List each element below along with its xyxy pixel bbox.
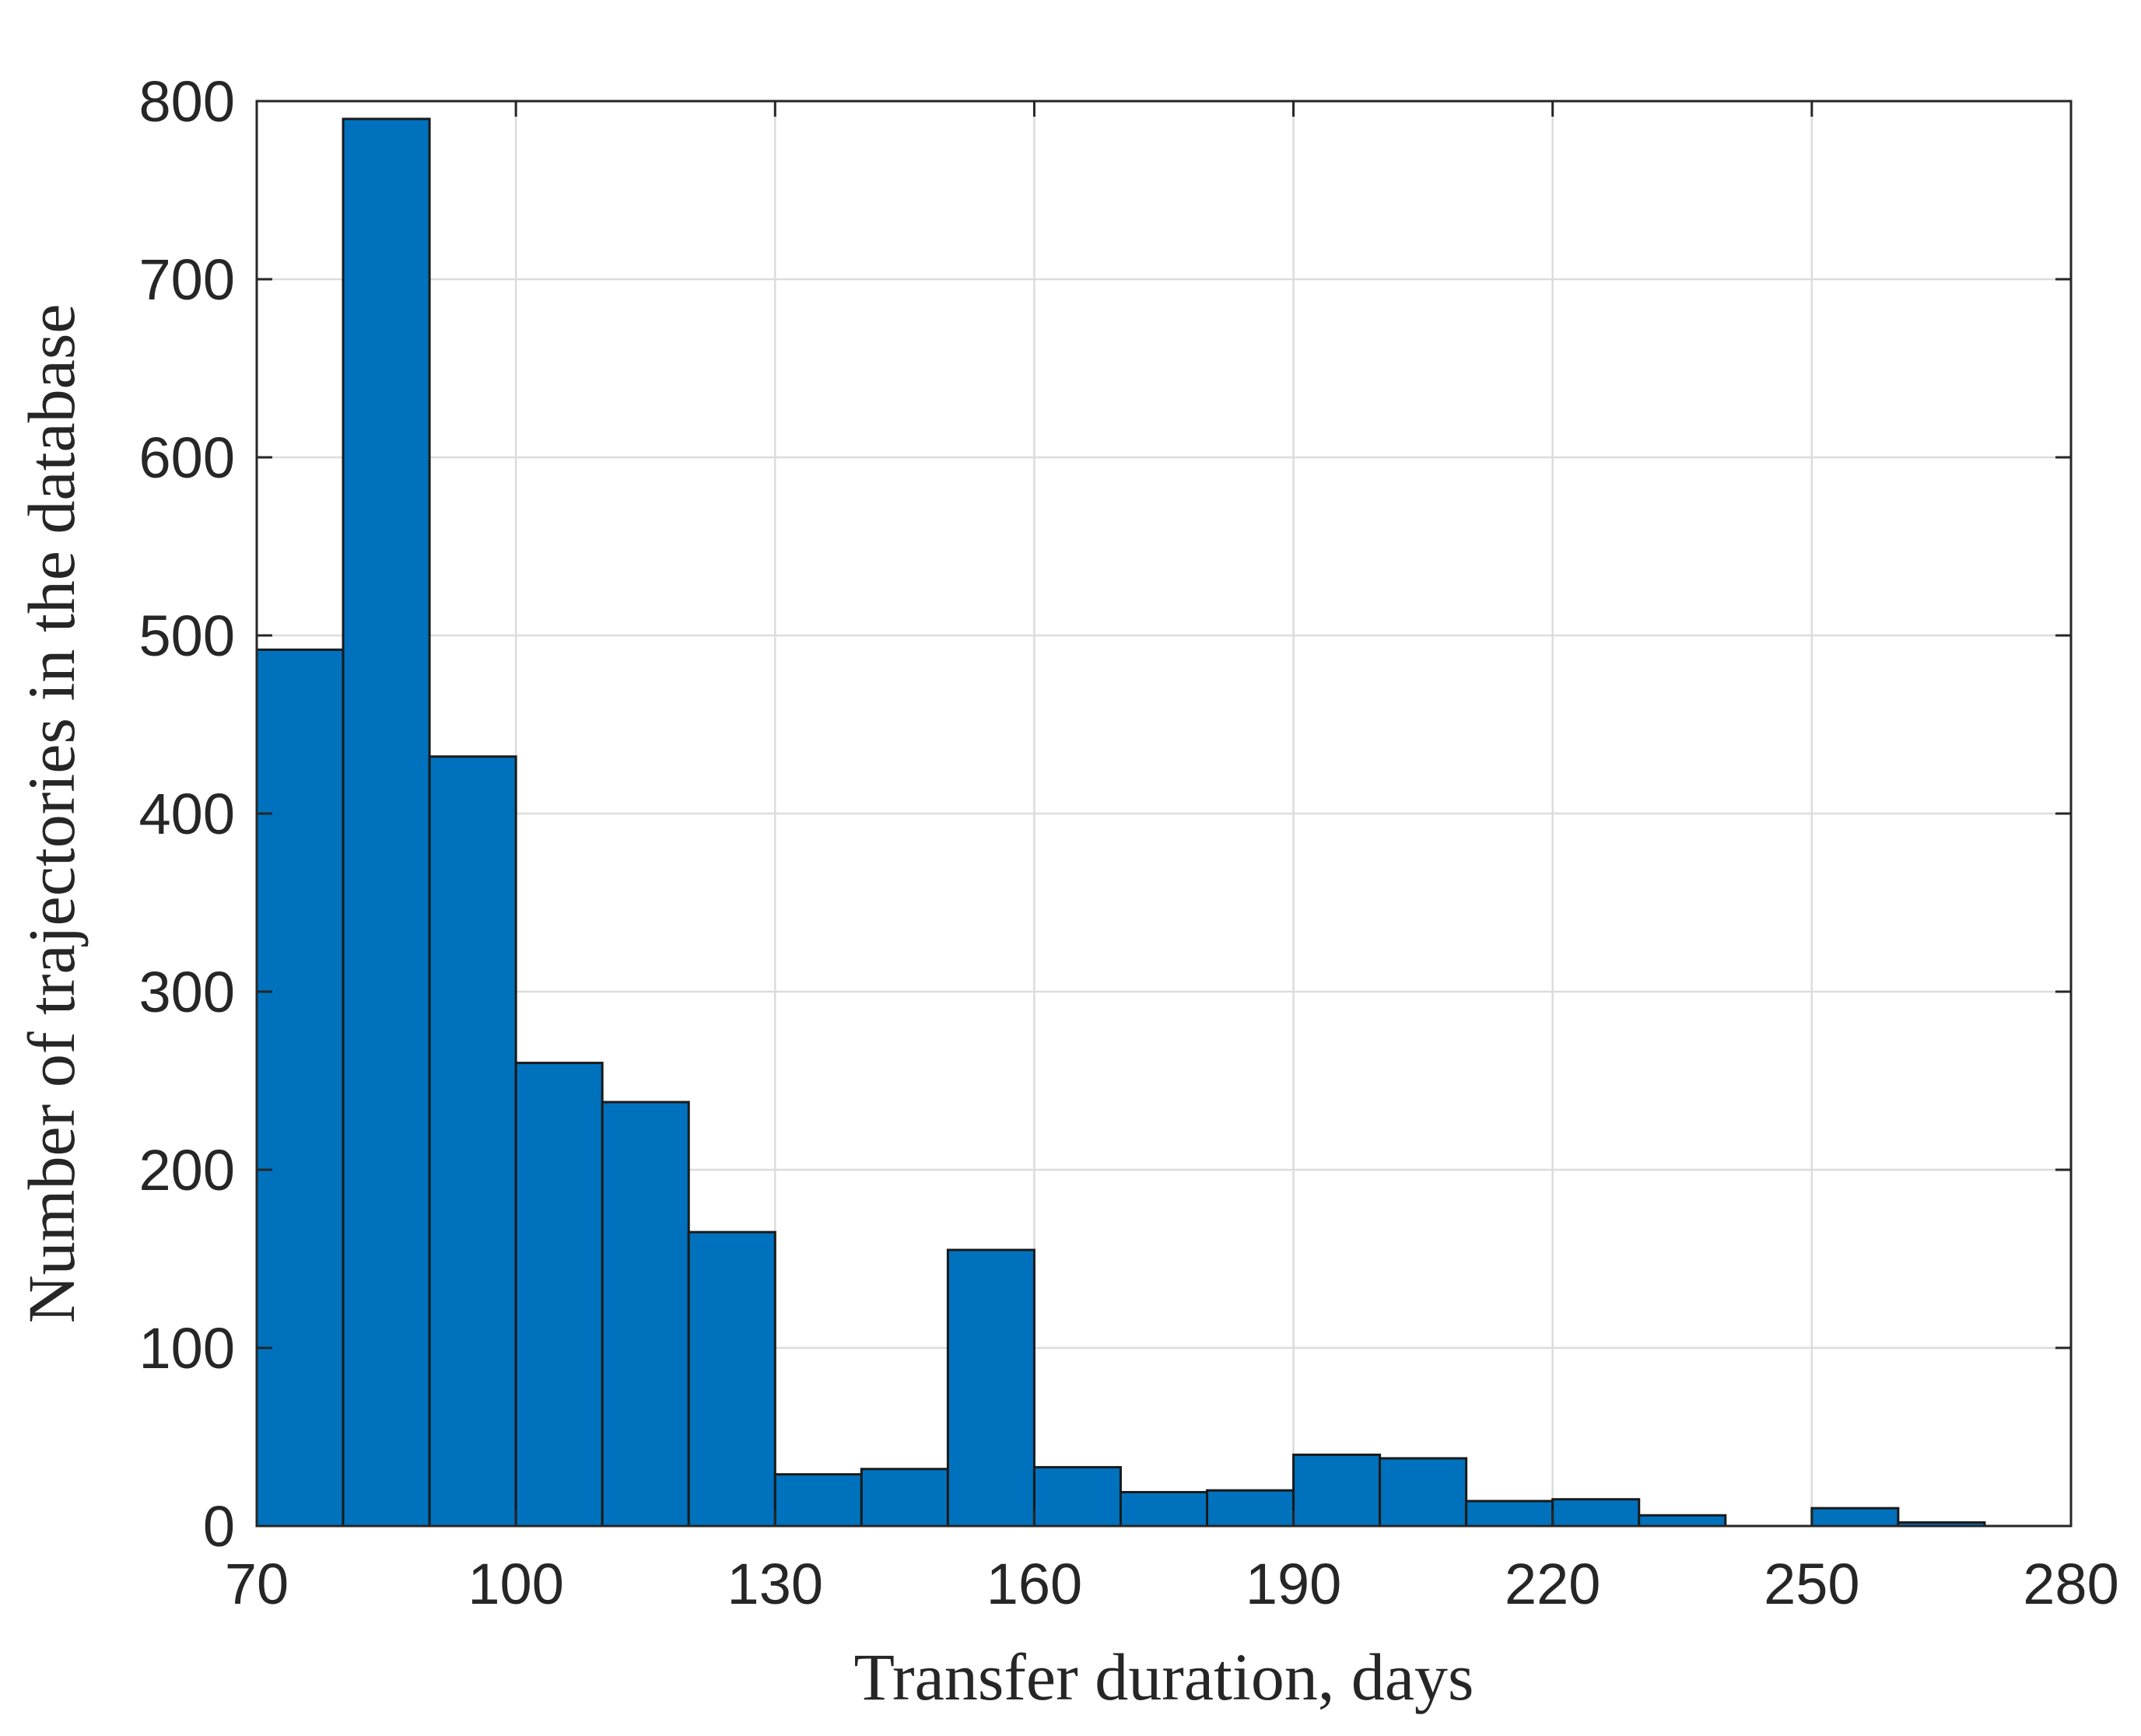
- histogram-bar: [1465, 1500, 1554, 1528]
- x-tick-label: 130: [727, 1552, 823, 1616]
- ticks-layer: [255, 100, 2073, 1528]
- x-tick-label: 250: [1764, 1552, 1859, 1616]
- bars-layer: [255, 117, 1986, 1528]
- y-tick-labels: 0 100 200 300 400 500 600 700 800: [139, 69, 235, 1559]
- x-tick-label: 280: [2023, 1552, 2118, 1616]
- histogram-bar: [514, 1062, 604, 1528]
- histogram-bar: [428, 755, 517, 1528]
- y-tick-label: 200: [139, 1138, 235, 1202]
- grid-layer: [257, 101, 2071, 1526]
- x-tick-labels: 70 100 130 160 190 220 250 280: [225, 1552, 2119, 1616]
- histogram-bar: [1810, 1507, 1900, 1528]
- histogram-bar: [1292, 1453, 1382, 1528]
- y-tick-label: 600: [139, 425, 235, 490]
- x-tick-label: 190: [1246, 1552, 1341, 1616]
- histogram-bar: [1638, 1514, 1727, 1528]
- x-tick-label: 220: [1505, 1552, 1600, 1616]
- x-tick-label: 100: [468, 1552, 563, 1616]
- y-tick-label: 400: [139, 782, 235, 846]
- y-tick-label: 800: [139, 69, 235, 134]
- histogram-bar: [1551, 1498, 1641, 1528]
- histogram-bar: [860, 1468, 949, 1528]
- y-tick-label: 700: [139, 247, 235, 312]
- y-tick-label: 100: [139, 1316, 235, 1381]
- histogram-bar: [1119, 1490, 1209, 1528]
- histogram-bar: [1206, 1489, 1295, 1528]
- y-tick-label: 0: [203, 1494, 235, 1559]
- histogram-bar: [342, 117, 431, 1528]
- x-tick-label: 70: [225, 1552, 289, 1616]
- y-tick-label: 300: [139, 960, 235, 1024]
- histogram-bar: [1379, 1457, 1468, 1528]
- histogram-bar: [255, 648, 345, 1528]
- histogram-bar: [601, 1101, 690, 1528]
- x-axis-title: Transfer duration, days: [854, 1640, 1474, 1714]
- x-tick-label: 160: [986, 1552, 1082, 1616]
- histogram-bar: [687, 1230, 776, 1528]
- histogram-bar: [1032, 1465, 1122, 1528]
- histogram-bar: [946, 1248, 1035, 1528]
- y-axis-title: Number of trajectories in the database: [14, 304, 89, 1324]
- y-tick-label: 500: [139, 604, 235, 668]
- histogram-bar: [773, 1473, 863, 1528]
